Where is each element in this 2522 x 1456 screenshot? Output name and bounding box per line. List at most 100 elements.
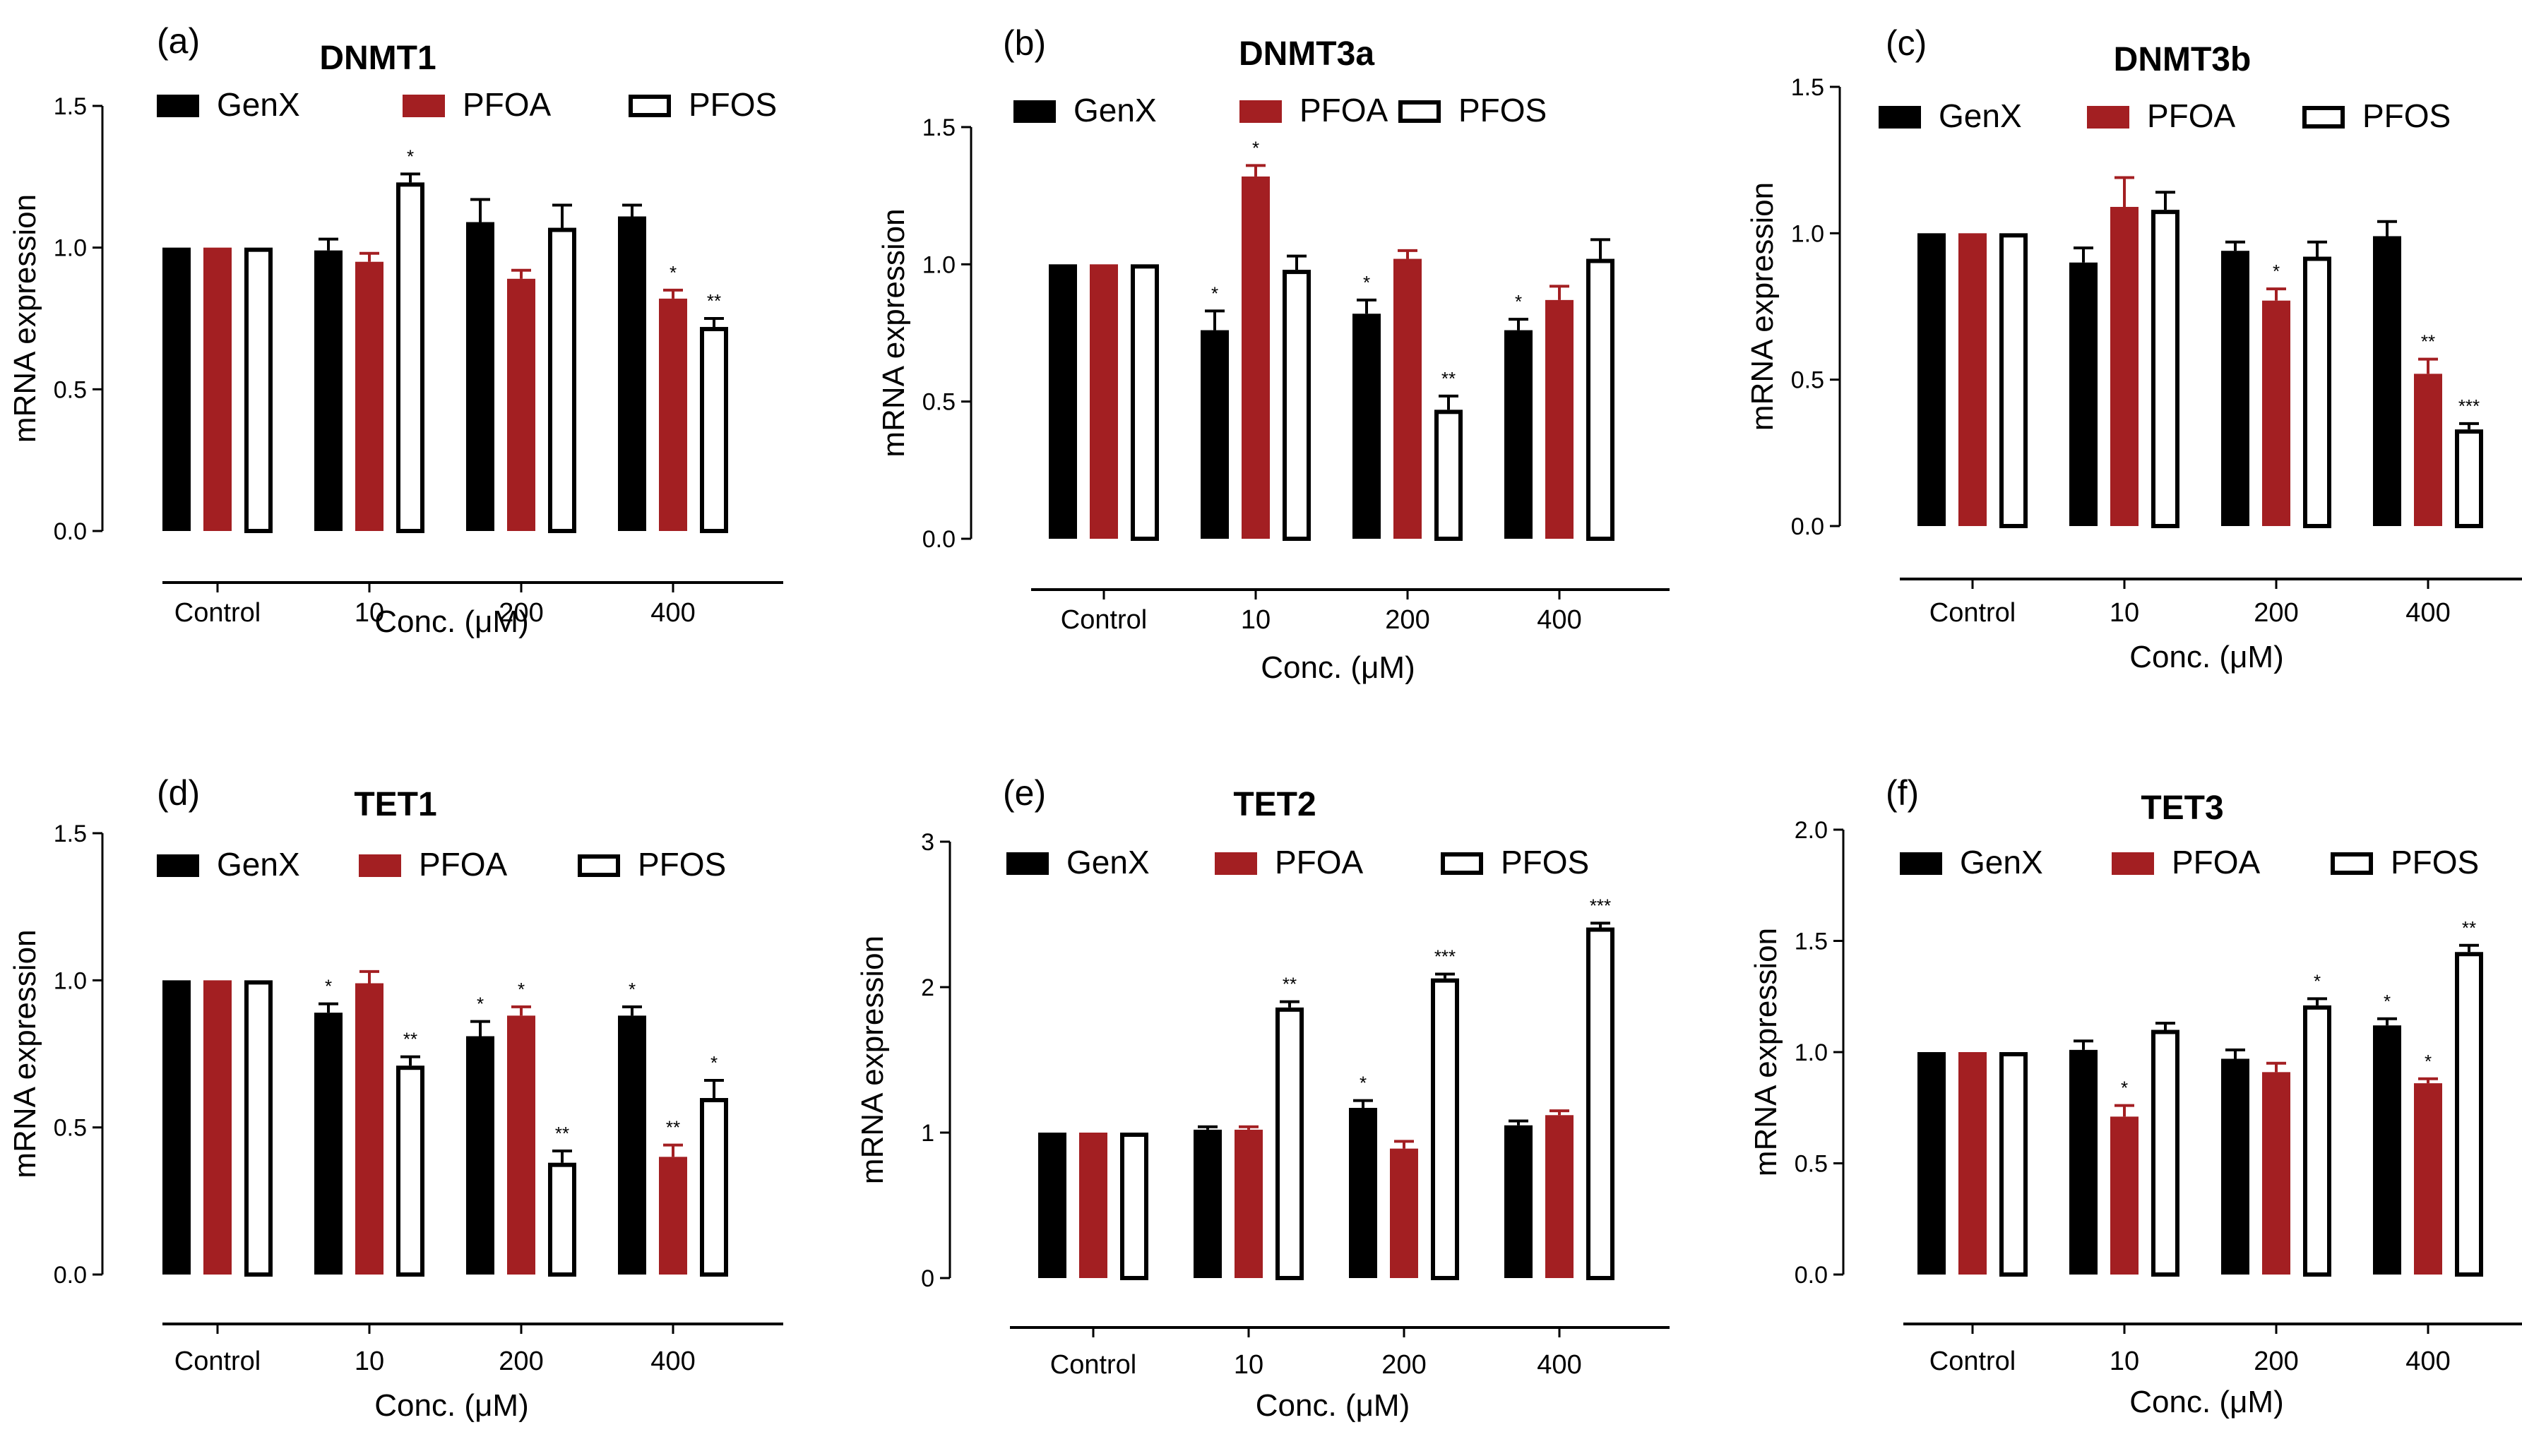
- significance-marker: *: [2425, 1051, 2432, 1072]
- x-tick-label: 10: [355, 1347, 384, 1376]
- bar-pfoa: [507, 278, 535, 531]
- legend-swatch-genx: [1900, 852, 1942, 875]
- significance-marker: **: [555, 1123, 569, 1144]
- bar-pfos: [1999, 1052, 2028, 1277]
- y-tick-label: 0: [921, 1265, 934, 1292]
- bar-genx: [1201, 330, 1229, 539]
- y-tick-label: 3: [921, 829, 934, 856]
- bar-genx: [2069, 262, 2098, 526]
- bar-pfoa: [1545, 1115, 1574, 1278]
- significance-marker: *: [1515, 291, 1522, 312]
- x-tick-label: 400: [650, 598, 695, 628]
- bar-genx: [1504, 330, 1533, 539]
- bar-genx: [1352, 314, 1381, 539]
- significance-marker: *: [2273, 261, 2280, 282]
- x-tick-label: Control: [1929, 1347, 2016, 1376]
- legend-label-pfoa: PFOA: [1275, 844, 1364, 881]
- legend-label-pfos: PFOS: [638, 846, 726, 883]
- bar-genx: [2373, 236, 2401, 526]
- legend-label-genx: GenX: [1073, 92, 1157, 129]
- x-tick-label: Control: [1061, 605, 1148, 635]
- legend-label-pfoa: PFOA: [463, 86, 552, 123]
- significance-marker: *: [2384, 991, 2391, 1012]
- chart-title: TET1: [354, 786, 436, 823]
- legend-swatch-pfos: [1441, 852, 1483, 875]
- y-axis-label: mRNA expression: [8, 194, 42, 443]
- legend-swatch-pfoa: [2112, 852, 2154, 875]
- y-tick-label: 2.0: [1795, 817, 1828, 844]
- y-tick-label: 1.5: [54, 93, 87, 120]
- bar-pfoa: [1958, 1052, 1987, 1275]
- bar-pfoa: [1958, 233, 1987, 526]
- bar-genx: [1504, 1125, 1533, 1278]
- legend-swatch-genx: [1879, 106, 1921, 129]
- panel-label: (c): [1886, 23, 1927, 63]
- x-tick-label: 200: [499, 598, 543, 628]
- x-tick-label: 400: [650, 1347, 695, 1376]
- bar-pfos: [700, 1098, 728, 1277]
- bar-pfoa: [355, 261, 383, 531]
- x-axis-label: Conc. (μM): [374, 604, 528, 639]
- bar-genx: [466, 222, 494, 531]
- significance-marker: ***: [1434, 945, 1456, 967]
- bar-pfos: [548, 1162, 576, 1277]
- significance-marker: **: [1441, 368, 1456, 389]
- significance-marker: *: [710, 1052, 718, 1073]
- y-axis-label: mRNA expression: [855, 936, 890, 1184]
- bar-pfos: [244, 980, 273, 1277]
- bar-pfos: [548, 227, 576, 533]
- x-tick-label: 200: [1381, 1350, 1426, 1380]
- y-tick-label: 0.5: [54, 376, 87, 403]
- legend-label-genx: GenX: [1066, 844, 1150, 881]
- legend-swatch-pfos: [2302, 106, 2345, 129]
- bar-pfos: [1999, 233, 2028, 528]
- bar-genx: [314, 250, 343, 531]
- bar-pfoa: [507, 1015, 535, 1275]
- x-tick-label: 200: [499, 1347, 543, 1376]
- chart-title: TET2: [1233, 786, 1316, 823]
- y-tick-label: 0.0: [54, 1262, 87, 1289]
- x-tick-label: 10: [355, 598, 384, 628]
- y-tick-label: 0.5: [54, 1115, 87, 1142]
- legend-swatch-genx: [1013, 100, 1056, 123]
- legend-swatch-pfoa: [2087, 106, 2129, 129]
- significance-marker: **: [2421, 331, 2435, 352]
- bar-genx: [162, 980, 191, 1275]
- y-tick-label: 1.0: [54, 235, 87, 262]
- legend-swatch-pfos: [1398, 100, 1441, 123]
- y-tick-label: 1.0: [54, 967, 87, 994]
- bar-pfoa: [355, 983, 383, 1275]
- bar-pfos: [2303, 256, 2331, 528]
- x-axis-label: Conc. (μM): [2129, 640, 2283, 674]
- chart-panel-a: (a) DNMT1 0.0 0.5 1.0 1.5 mRNA expression Contr…: [8, 21, 783, 639]
- chart-panel-b: (b) DNMT3a 0.0 0.5 1.0 1.5 mRNA expression Cont…: [876, 23, 1670, 685]
- x-tick-label: 400: [2405, 598, 2450, 628]
- chart-panel-f: (f) TET3 0.0 0.5 1.0 1.5 2.0 mRNA expression Con…: [1749, 773, 2522, 1419]
- bar-genx: [618, 1015, 646, 1275]
- bar-genx: [2069, 1049, 2098, 1275]
- x-tick-label: Control: [174, 598, 261, 628]
- x-tick-label: 400: [2405, 1347, 2450, 1376]
- bar-pfoa: [2262, 300, 2290, 526]
- bar-pfos: [2151, 210, 2179, 528]
- x-tick-label: 10: [2110, 598, 2139, 628]
- bar-pfos: [1431, 978, 1459, 1280]
- y-tick-label: 1.5: [54, 821, 87, 847]
- bar-genx: [2221, 1058, 2249, 1275]
- x-tick-label: Control: [1929, 598, 2016, 628]
- bar-pfoa: [2110, 1116, 2139, 1275]
- y-tick-label: 0.0: [1791, 513, 1824, 540]
- bar-genx: [466, 1036, 494, 1275]
- x-axis-label: Conc. (μM): [374, 1388, 528, 1423]
- bar-genx: [1349, 1107, 1377, 1278]
- significance-marker: *: [407, 145, 414, 167]
- bar-pfoa: [203, 247, 232, 531]
- legend-swatch-pfos: [629, 95, 671, 117]
- legend-swatch-pfos: [578, 854, 620, 877]
- significance-marker: *: [1252, 137, 1259, 158]
- y-tick-label: 0.5: [922, 389, 956, 416]
- legend-label-pfos: PFOS: [2362, 97, 2451, 134]
- bar-genx: [2373, 1025, 2401, 1275]
- significance-marker: *: [1360, 1073, 1367, 1094]
